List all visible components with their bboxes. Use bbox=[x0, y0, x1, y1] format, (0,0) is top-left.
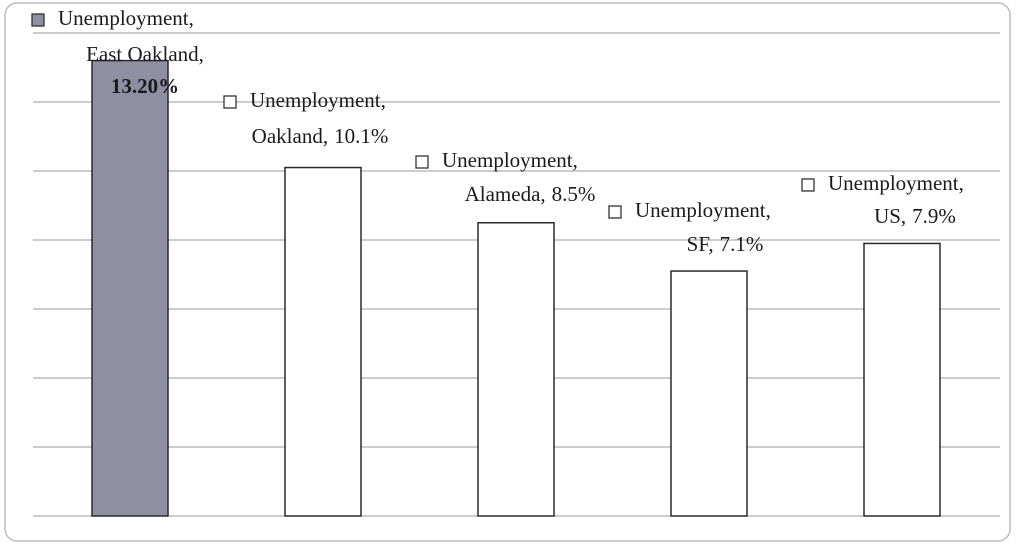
separator: , bbox=[901, 204, 906, 228]
separator: , bbox=[189, 6, 194, 30]
value-label: 7.1% bbox=[720, 232, 764, 256]
separator: , bbox=[540, 182, 545, 206]
data-label: East Oakland, bbox=[86, 42, 204, 66]
data-label: SF, 7.1% bbox=[687, 232, 764, 256]
value-label: 8.5% bbox=[552, 182, 596, 206]
category-label: Alameda bbox=[465, 182, 541, 206]
bar bbox=[670, 270, 748, 517]
label-key bbox=[415, 155, 429, 169]
bar bbox=[863, 242, 941, 517]
data-label: 13.20% bbox=[111, 74, 179, 98]
category-label: US bbox=[874, 204, 901, 228]
separator: , bbox=[959, 171, 964, 195]
value-label: 10.1% bbox=[334, 124, 388, 148]
series-name: Unemployment bbox=[58, 6, 189, 30]
separator: , bbox=[381, 88, 386, 112]
data-label: Oakland, 10.1% bbox=[252, 124, 389, 148]
data-label: Unemployment, bbox=[828, 171, 964, 195]
bar bbox=[477, 222, 555, 517]
label-key bbox=[801, 178, 815, 192]
separator: , bbox=[199, 42, 204, 66]
separator: , bbox=[766, 198, 771, 222]
category-label: Oakland bbox=[252, 124, 324, 148]
data-label: Unemployment, bbox=[635, 198, 771, 222]
label-key bbox=[608, 205, 622, 219]
separator: , bbox=[323, 124, 328, 148]
data-label: Unemployment, bbox=[58, 6, 194, 30]
bar bbox=[91, 59, 169, 517]
category-label: SF bbox=[687, 232, 710, 256]
bar bbox=[284, 166, 362, 517]
value-label: 7.9% bbox=[912, 204, 956, 228]
data-label: Unemployment, bbox=[442, 148, 578, 172]
series-name: Unemployment bbox=[635, 198, 766, 222]
label-key bbox=[31, 13, 45, 27]
value-label: 13.20% bbox=[111, 74, 179, 98]
label-key bbox=[223, 95, 237, 109]
series-name: Unemployment bbox=[828, 171, 959, 195]
category-label: East Oakland bbox=[86, 42, 199, 66]
separator: , bbox=[573, 148, 578, 172]
separator: , bbox=[708, 232, 713, 256]
data-label: Unemployment, bbox=[250, 88, 386, 112]
series-name: Unemployment bbox=[442, 148, 573, 172]
data-label: US, 7.9% bbox=[874, 204, 956, 228]
data-label: Alameda, 8.5% bbox=[465, 182, 596, 206]
series-name: Unemployment bbox=[250, 88, 381, 112]
